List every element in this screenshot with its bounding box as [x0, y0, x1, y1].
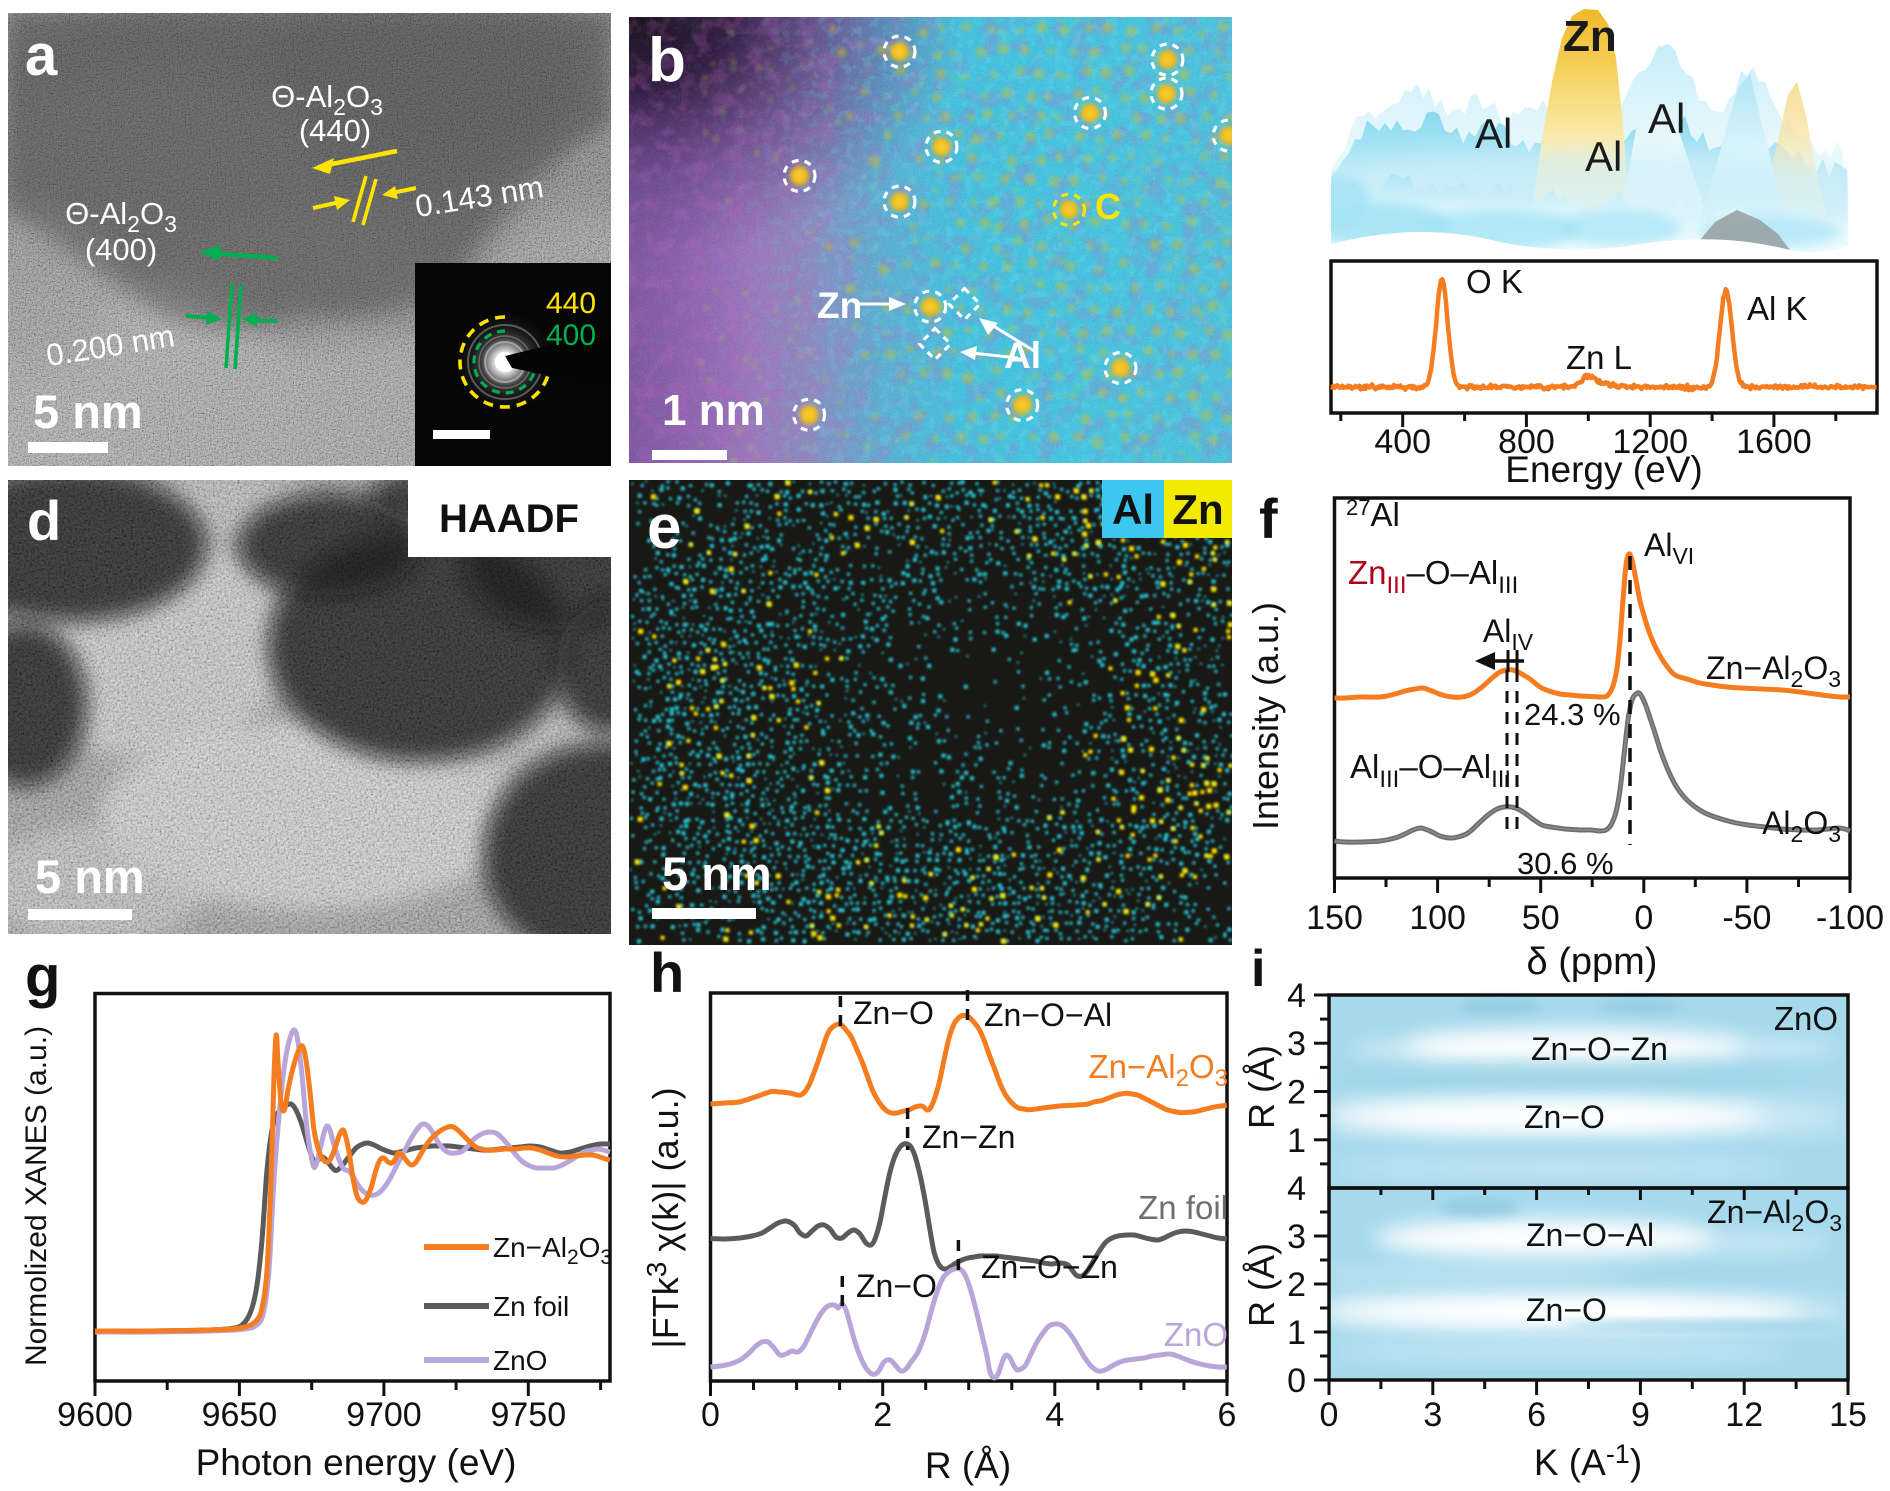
svg-text:400: 400: [546, 319, 596, 352]
svg-text:5 nm: 5 nm: [35, 850, 145, 903]
svg-text:Normolized XANES (a.u.): Normolized XANES (a.u.): [20, 1026, 53, 1366]
svg-text:9: 9: [1631, 1396, 1650, 1434]
svg-text:15: 15: [1829, 1396, 1867, 1434]
svg-text:6: 6: [1527, 1396, 1546, 1434]
svg-text:R (Å): R (Å): [1241, 1045, 1282, 1129]
svg-text:50: 50: [1522, 899, 1560, 937]
svg-text:Photon energy (eV): Photon energy (eV): [196, 1442, 517, 1483]
svg-text:0: 0: [1320, 1396, 1339, 1434]
svg-text:12: 12: [1725, 1396, 1763, 1434]
svg-text:C: C: [1095, 186, 1121, 227]
svg-text:O K: O K: [1466, 263, 1523, 300]
svg-text:Zn−Al2O3: Zn−Al2O3: [493, 1232, 612, 1269]
svg-text:Al: Al: [1112, 486, 1154, 533]
svg-text:0: 0: [1634, 899, 1653, 937]
svg-text:Zn: Zn: [1172, 486, 1223, 533]
svg-text:Al K: Al K: [1747, 290, 1808, 327]
svg-text:h: h: [650, 941, 684, 1004]
svg-text:100: 100: [1409, 899, 1466, 937]
svg-text:6: 6: [1218, 1396, 1237, 1434]
svg-text:24.3 %: 24.3 %: [1524, 697, 1621, 732]
svg-text:AlIV: AlIV: [1483, 613, 1534, 655]
svg-text:Energy (eV): Energy (eV): [1505, 449, 1702, 490]
svg-text:2: 2: [1287, 1266, 1306, 1304]
svg-text:ZnO: ZnO: [493, 1345, 547, 1376]
svg-text:Zn−O−Al: Zn−O−Al: [1526, 1217, 1654, 1253]
svg-text:Zn−O−Al: Zn−O−Al: [984, 997, 1112, 1033]
svg-text:ZnO: ZnO: [1164, 1316, 1228, 1353]
svg-text:e: e: [647, 493, 681, 562]
svg-text:Zn L: Zn L: [1566, 339, 1632, 376]
svg-text:Zn−O−Zn: Zn−O−Zn: [1531, 1031, 1668, 1067]
svg-text:5 nm: 5 nm: [33, 385, 143, 438]
svg-text:Zn−O: Zn−O: [1526, 1292, 1607, 1328]
svg-text:c: c: [1256, 27, 1288, 92]
svg-text:440: 440: [546, 287, 596, 320]
svg-text:1: 1: [1287, 1122, 1306, 1160]
svg-text:Zn−Zn: Zn−Zn: [922, 1119, 1015, 1155]
svg-text:Zn−Al2O3: Zn−Al2O3: [1088, 1048, 1228, 1092]
svg-text:(440): (440): [299, 113, 371, 148]
svg-text:0: 0: [1287, 1362, 1306, 1400]
svg-text:4: 4: [1287, 1170, 1306, 1208]
svg-text:0: 0: [701, 1396, 720, 1434]
svg-text:4: 4: [1287, 977, 1306, 1015]
svg-text:1: 1: [1287, 1314, 1306, 1352]
svg-text:150: 150: [1306, 899, 1363, 937]
svg-text:27Al: 27Al: [1346, 495, 1400, 533]
svg-text:Θ-Al2O3: Θ-Al2O3: [65, 196, 177, 237]
svg-text:Zn−O: Zn−O: [1524, 1099, 1605, 1135]
svg-text:(400): (400): [85, 232, 157, 267]
svg-text:R (Å): R (Å): [1241, 1243, 1282, 1327]
svg-text:K (A-1): K (A-1): [1534, 1439, 1642, 1483]
svg-text:2: 2: [873, 1396, 892, 1434]
svg-text:800: 800: [1498, 423, 1555, 461]
svg-text:-50: -50: [1722, 899, 1771, 937]
svg-text:9750: 9750: [490, 1396, 566, 1434]
svg-text:Zn−Al2O3: Zn−Al2O3: [1706, 650, 1841, 692]
svg-text:9700: 9700: [346, 1396, 422, 1434]
svg-text:ZnO: ZnO: [1774, 1000, 1838, 1037]
svg-text:Zn: Zn: [817, 285, 862, 326]
svg-text:1 nm: 1 nm: [662, 386, 765, 435]
svg-text:Al: Al: [1004, 335, 1041, 376]
svg-text:Θ-Al2O3: Θ-Al2O3: [271, 79, 383, 120]
svg-text:1200: 1200: [1612, 423, 1688, 461]
svg-text:Zn−O: Zn−O: [853, 995, 934, 1031]
svg-text:Zn foil: Zn foil: [1138, 1189, 1228, 1226]
svg-text:9600: 9600: [57, 1396, 133, 1434]
svg-text:Al: Al: [1648, 95, 1685, 142]
svg-text:δ (ppm): δ (ppm): [1527, 941, 1658, 983]
svg-text:i: i: [1251, 940, 1265, 998]
svg-text:Zn foil: Zn foil: [493, 1291, 569, 1322]
svg-text:2: 2: [1287, 1074, 1306, 1112]
svg-text:-100: -100: [1816, 899, 1884, 937]
svg-text:9650: 9650: [202, 1396, 278, 1434]
svg-text:5 nm: 5 nm: [662, 847, 772, 900]
svg-text:3: 3: [1287, 1025, 1306, 1063]
svg-text:Al: Al: [1585, 133, 1622, 180]
svg-text:400: 400: [1374, 423, 1431, 461]
svg-text:Intensity (a.u.): Intensity (a.u.): [1245, 602, 1286, 830]
svg-text:HAADF: HAADF: [439, 497, 579, 541]
svg-text:Zn−Al2O3: Zn−Al2O3: [1707, 1194, 1842, 1236]
svg-text:g: g: [25, 944, 60, 1009]
svg-text:Al: Al: [1475, 110, 1512, 157]
svg-text:3: 3: [1423, 1396, 1442, 1434]
svg-text:Zn: Zn: [1563, 12, 1617, 61]
svg-text:b: b: [648, 26, 686, 95]
svg-text:4: 4: [1045, 1396, 1064, 1434]
svg-text:Zn−O: Zn−O: [856, 1268, 937, 1304]
svg-text:f: f: [1259, 487, 1278, 550]
svg-text:Zn−O−Zn: Zn−O−Zn: [981, 1249, 1118, 1285]
svg-text:a: a: [25, 23, 58, 88]
svg-text:3: 3: [1287, 1218, 1306, 1256]
svg-text:|FTk3 χ(k)| (a.u.): |FTk3 χ(k)| (a.u.): [641, 1087, 686, 1348]
svg-text:R (Å): R (Å): [925, 1445, 1011, 1486]
svg-text:1600: 1600: [1736, 423, 1812, 461]
svg-text:d: d: [27, 489, 61, 552]
svg-text:30.6 %: 30.6 %: [1517, 846, 1614, 881]
